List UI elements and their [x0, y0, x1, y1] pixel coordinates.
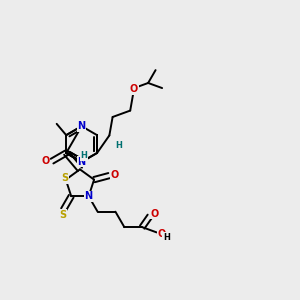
Text: O: O: [157, 229, 166, 238]
Text: H: H: [81, 152, 88, 160]
Text: N: N: [78, 121, 86, 131]
Text: N: N: [78, 157, 86, 167]
Text: H: H: [163, 233, 170, 242]
Text: S: S: [61, 173, 68, 183]
Text: N: N: [85, 191, 93, 201]
Text: S: S: [59, 210, 67, 220]
Text: O: O: [111, 170, 119, 180]
Text: O: O: [130, 84, 138, 94]
Text: H: H: [115, 141, 122, 150]
Text: O: O: [41, 156, 50, 166]
Text: O: O: [151, 209, 159, 219]
